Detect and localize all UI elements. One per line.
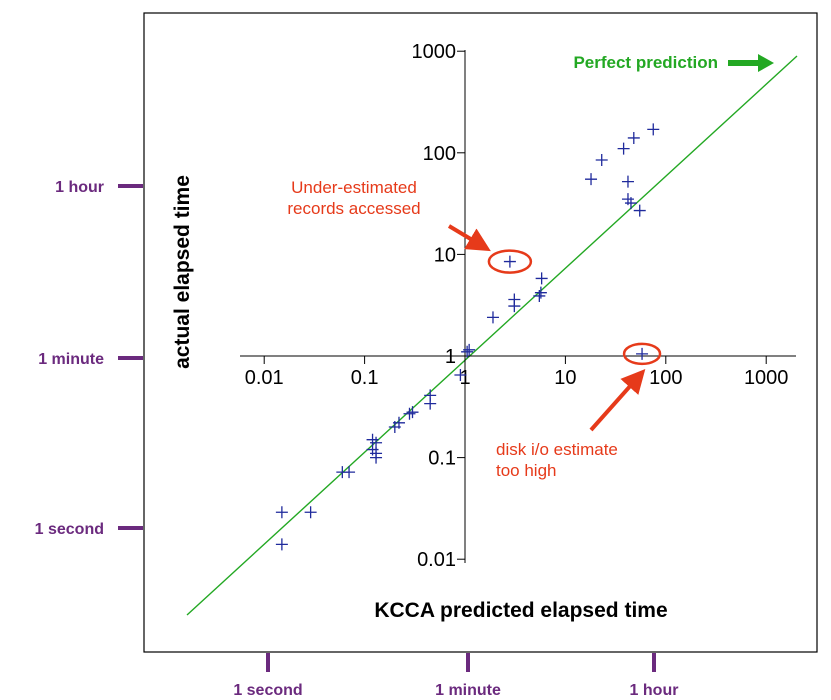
y-axis-title: actual elapsed time <box>171 175 194 369</box>
data-point <box>503 255 516 268</box>
data-point <box>535 272 548 285</box>
annotation-disk-io: disk i/o estimate too high <box>496 440 618 480</box>
y-tick-label: 100 <box>423 143 456 165</box>
time-marker-label: 1 hour <box>55 179 104 196</box>
data-point <box>595 153 608 166</box>
data-point <box>534 286 547 299</box>
plot-frame <box>143 12 818 653</box>
perfect-prediction-line <box>186 55 798 616</box>
time-marker-label: 1 minute <box>38 351 104 368</box>
time-marker-label: 1 minute <box>435 682 501 699</box>
annotation-arrow <box>589 369 646 432</box>
data-point <box>647 123 660 136</box>
x-tick-label: 1 <box>459 367 470 389</box>
data-point <box>454 369 467 382</box>
data-point <box>343 466 356 479</box>
annotation-line: records accessed <box>287 199 420 218</box>
data-point <box>508 293 521 306</box>
x-tick-label: 0.01 <box>245 367 284 389</box>
data-point <box>370 451 383 464</box>
time-marker-label: 1 hour <box>630 682 679 699</box>
data-point <box>304 506 317 519</box>
x-tick-label: 1000 <box>744 367 789 389</box>
data-point <box>366 433 379 446</box>
data-point <box>461 345 474 358</box>
time-marker-label: 1 second <box>35 521 104 538</box>
highlight-circle <box>487 249 533 274</box>
data-point <box>533 289 546 302</box>
y-tick-label: 0.01 <box>417 549 456 571</box>
data-point <box>424 389 437 402</box>
data-point <box>406 406 419 419</box>
data-point <box>636 347 649 360</box>
data-point <box>463 343 476 356</box>
annotation-line: Under-estimated <box>291 178 417 197</box>
annotation-arrow <box>447 224 491 252</box>
highlight-circle <box>622 342 662 366</box>
data-point <box>486 311 499 324</box>
data-point <box>275 506 288 519</box>
data-point <box>627 131 640 144</box>
data-point <box>621 175 634 188</box>
perfect-prediction-label: Perfect prediction <box>573 53 718 72</box>
time-marker-label: 1 second <box>233 682 302 699</box>
data-point <box>617 142 630 155</box>
y-tick-label: 0.1 <box>428 448 456 470</box>
data-point <box>275 538 288 551</box>
annotation-line: disk i/o estimate <box>496 440 618 459</box>
legend-arrow-icon <box>728 54 774 72</box>
annotation-underestimated: Under-estimated records accessed <box>287 178 420 218</box>
data-point <box>392 416 405 429</box>
x-axis-title: KCCA predicted elapsed time <box>374 599 667 622</box>
x-tick-label: 100 <box>649 367 682 389</box>
annotation-line: too high <box>496 461 557 480</box>
x-tick-label: 10 <box>554 367 576 389</box>
data-point <box>624 197 637 210</box>
y-tick-label: 1000 <box>412 41 457 63</box>
data-point <box>633 204 646 217</box>
x-tick-label: 0.1 <box>351 367 379 389</box>
y-tick-label: 1 <box>445 346 456 368</box>
data-point <box>403 407 416 420</box>
y-tick-label: 10 <box>434 244 456 266</box>
data-point <box>585 173 598 186</box>
